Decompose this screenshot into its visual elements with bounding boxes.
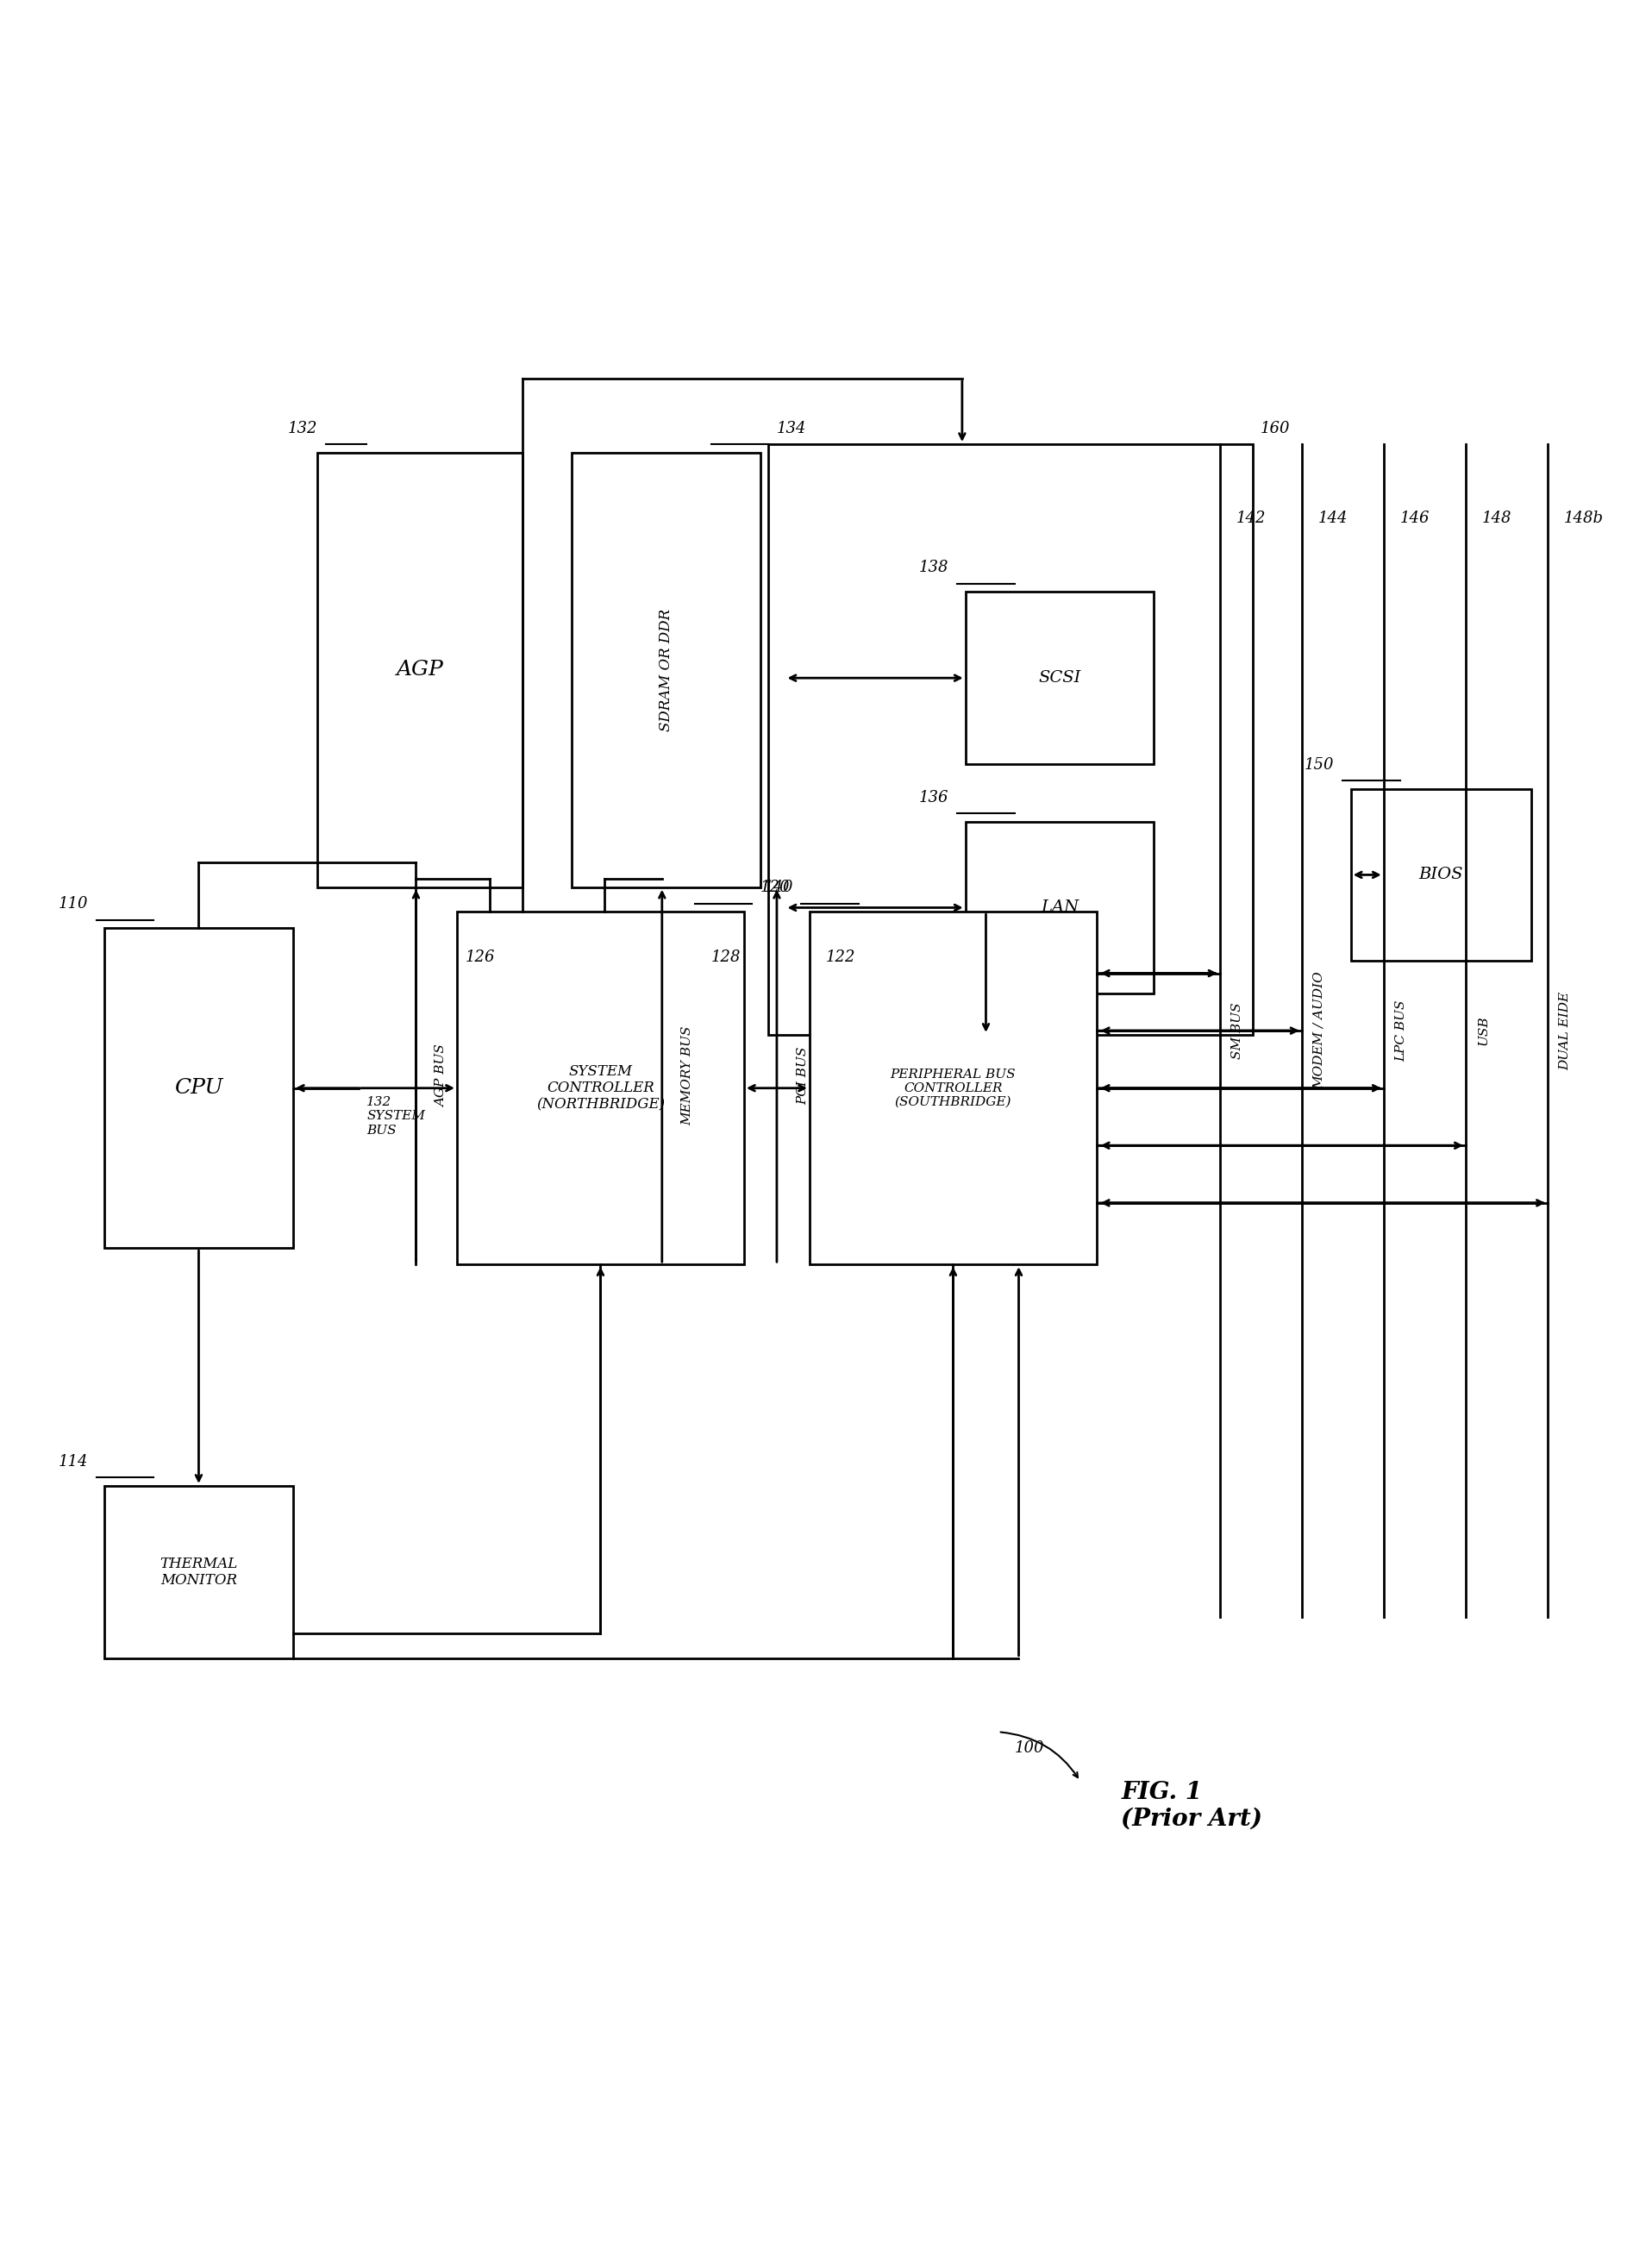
Text: 150: 150 [1305, 756, 1335, 772]
Text: BIOS: BIOS [1419, 866, 1464, 882]
Text: MODEM / AUDIO: MODEM / AUDIO [1313, 972, 1325, 1089]
Text: SDRAM OR DDR: SDRAM OR DDR [659, 608, 674, 731]
Text: SCSI: SCSI [1039, 670, 1080, 686]
Text: 140: 140 [763, 880, 793, 896]
Text: USB: USB [1477, 1015, 1488, 1046]
Text: 138: 138 [919, 560, 948, 576]
Text: 122: 122 [826, 950, 856, 965]
Text: 120: 120 [760, 880, 790, 896]
Text: 148: 148 [1482, 511, 1512, 527]
Text: LPC BUS: LPC BUS [1394, 999, 1408, 1062]
Text: 132
SYSTEM
BUS: 132 SYSTEM BUS [367, 1096, 426, 1136]
Bar [965, 821, 1155, 994]
Text: 132: 132 [287, 421, 317, 437]
Bar [768, 443, 1252, 1035]
Text: 142: 142 [1236, 511, 1265, 527]
Text: 126: 126 [466, 950, 496, 965]
Text: 160: 160 [1260, 421, 1290, 437]
Text: 146: 146 [1399, 511, 1429, 527]
Bar [572, 452, 760, 886]
Text: FIG. 1
(Prior Art): FIG. 1 (Prior Art) [1122, 1780, 1262, 1831]
Text: THERMAL
MONITOR: THERMAL MONITOR [160, 1557, 238, 1588]
Text: PERIPHERAL BUS
CONTROLLER
(SOUTHBRIDGE): PERIPHERAL BUS CONTROLLER (SOUTHBRIDGE) [890, 1069, 1016, 1107]
Bar [104, 929, 292, 1249]
Text: CPU: CPU [173, 1078, 223, 1098]
Text: SM BUS: SM BUS [1231, 1004, 1244, 1060]
Bar [104, 1485, 292, 1658]
Bar [317, 452, 522, 886]
Text: 114: 114 [58, 1454, 88, 1469]
Bar [809, 911, 1097, 1264]
Text: DUAL EIDE: DUAL EIDE [1559, 992, 1571, 1071]
Bar [458, 911, 743, 1264]
Text: 144: 144 [1318, 511, 1348, 527]
Text: SYSTEM
CONTROLLER
(NORTHBRIDGE): SYSTEM CONTROLLER (NORTHBRIDGE) [537, 1064, 664, 1112]
Text: 110: 110 [58, 896, 88, 911]
Text: 148b: 148b [1564, 511, 1604, 527]
Text: 100: 100 [1014, 1742, 1044, 1755]
Bar [1351, 790, 1531, 961]
Bar [965, 592, 1155, 765]
Text: LAN: LAN [1041, 900, 1079, 916]
Text: AGP BUS: AGP BUS [436, 1044, 448, 1107]
Text: 136: 136 [919, 790, 948, 806]
Text: 128: 128 [712, 950, 742, 965]
Text: AGP: AGP [396, 659, 444, 680]
Text: 134: 134 [776, 421, 806, 437]
Text: MEMORY BUS: MEMORY BUS [682, 1026, 694, 1125]
Text: PCI BUS: PCI BUS [796, 1046, 808, 1105]
